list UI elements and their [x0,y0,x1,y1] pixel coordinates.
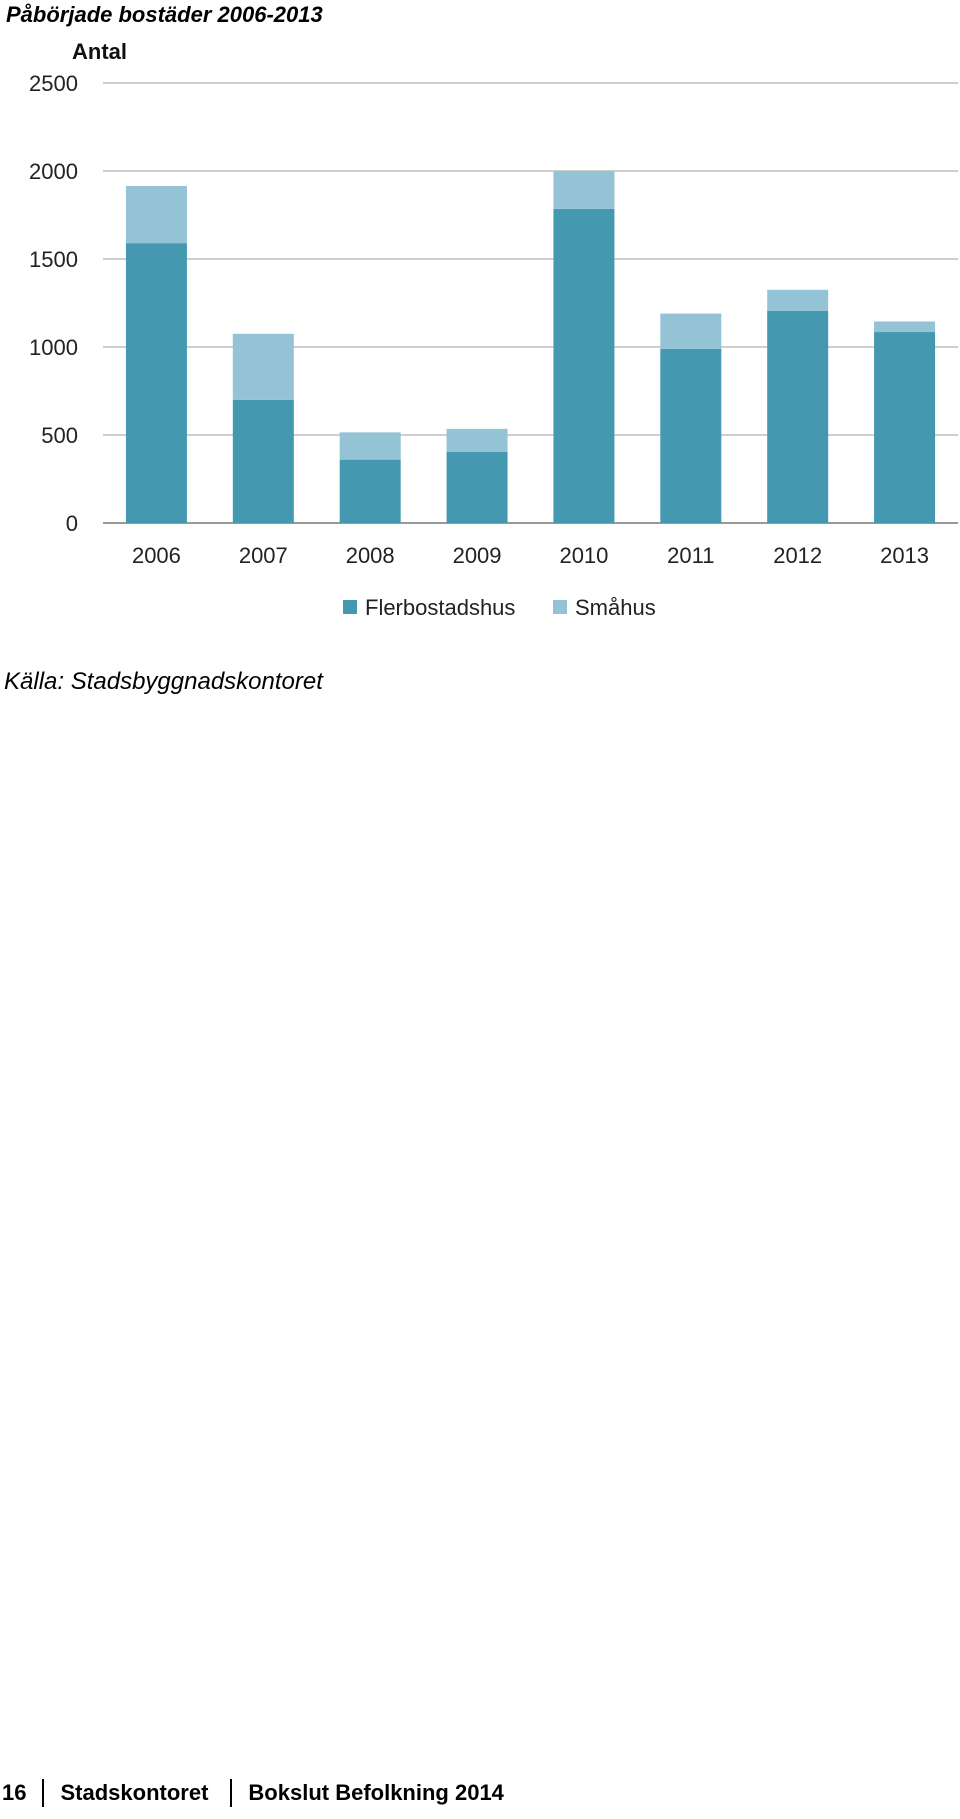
y-tick-label: 2500 [29,71,78,96]
x-tick-label: 2007 [239,543,288,568]
bar-flerbostadshus [553,208,615,523]
source-note: Källa: Stadsbyggnadskontoret [4,668,323,695]
bar-flerbostadshus [446,451,508,523]
footer-divider [230,1779,233,1807]
stacked-bar-chart: 0 500 1000 1500 2000 2500 Antal 2006 2007 2008 200… [29,39,958,620]
bar-småhus [553,171,615,209]
page-footer: 16 Stadskontoret Bokslut Befolkning 2014 [0,1775,504,1811]
y-tick-label: 1500 [29,247,78,272]
bar-småhus [660,313,722,349]
page-title: Påbörjade bostäder 2006-2013 [6,2,323,27]
x-tick-label: 2011 [667,543,714,568]
bar-småhus [232,333,294,400]
footer-organization: Stadskontoret [60,1780,209,1805]
x-tick-label: 2010 [559,543,608,568]
bar-flerbostadshus [874,332,936,523]
bar-småhus [125,185,187,244]
bar-småhus [339,432,401,460]
legend-label: Flerbostadshus [365,595,515,620]
bar-småhus [874,321,936,333]
legend-swatch [343,600,357,614]
bar-flerbostadshus [339,459,401,523]
x-tick-label: 2009 [453,543,502,568]
legend-label: Småhus [575,595,656,620]
bar-flerbostadshus [660,348,722,523]
y-tick-label: 0 [66,511,78,536]
bar-småhus [446,428,508,452]
bar-flerbostadshus [232,399,294,523]
y-tick-label: 2000 [29,159,78,184]
legend-swatch [553,600,567,614]
footer-document-title: Bokslut Befolkning 2014 [248,1780,504,1805]
bar-flerbostadshus [125,243,187,523]
y-tick-label: 500 [41,423,78,448]
footer-divider [42,1779,45,1807]
bar-småhus [767,289,829,311]
y-tick-label: 1000 [29,335,78,360]
x-tick-label: 2006 [132,543,181,568]
x-tick-label: 2013 [880,543,929,568]
bar-flerbostadshus [767,310,829,523]
y-axis-label: Antal [72,39,127,64]
page-number: 16 [2,1780,27,1805]
x-tick-label: 2012 [773,543,822,568]
x-tick-label: 2008 [346,543,395,568]
